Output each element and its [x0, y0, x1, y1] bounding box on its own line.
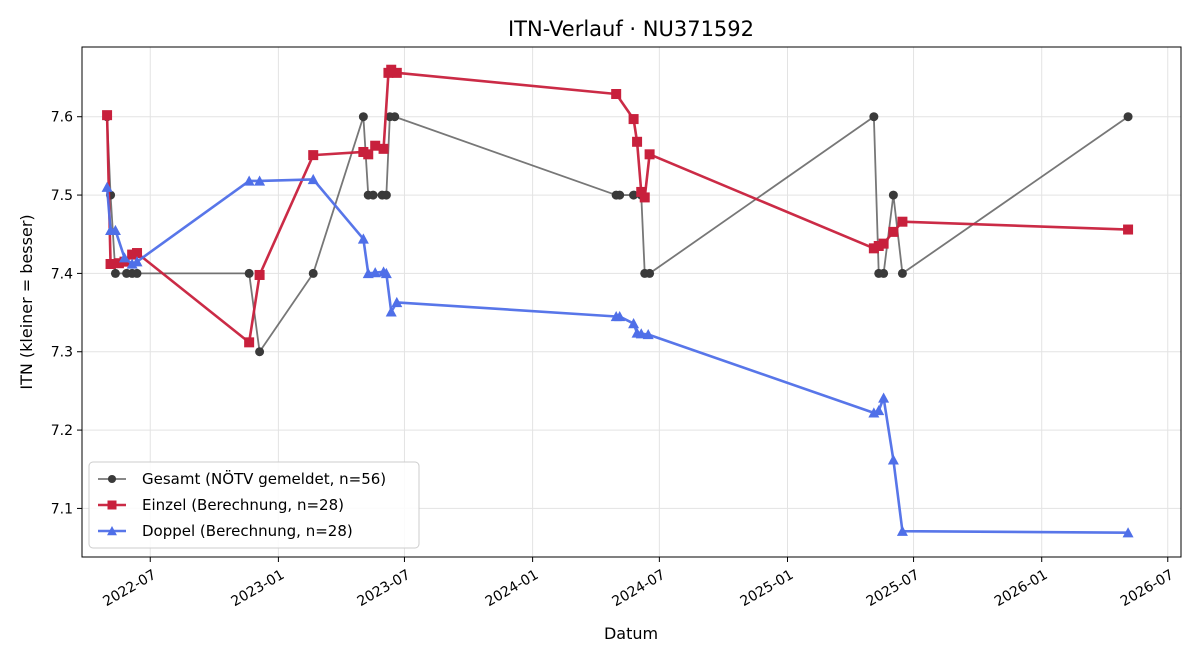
- data-point: [378, 143, 389, 154]
- data-point: [644, 149, 655, 160]
- series-circle: [102, 112, 1133, 357]
- data-point: [244, 268, 254, 278]
- x-tick-label: 2025-01: [738, 567, 797, 610]
- legend-item: Einzel (Berechnung, n=28): [98, 496, 344, 514]
- data-point: [391, 67, 402, 78]
- data-point: [615, 190, 625, 200]
- y-tick-label: 7.4: [51, 266, 73, 282]
- data-point: [636, 186, 647, 197]
- data-point: [369, 267, 381, 278]
- data-point: [879, 268, 889, 278]
- data-point: [243, 175, 255, 186]
- data-point: [132, 268, 142, 278]
- data-point: [368, 190, 378, 200]
- x-tick-label: 2025-07: [864, 567, 923, 610]
- data-point: [385, 306, 397, 317]
- data-point: [632, 136, 643, 147]
- data-point: [131, 256, 143, 267]
- data-point: [897, 268, 907, 278]
- data-point: [887, 454, 899, 465]
- data-point: [1123, 112, 1133, 122]
- data-point: [878, 392, 890, 403]
- data-point: [628, 318, 640, 329]
- x-axis: 2022-07 2023-01 2023-07 2024-01 2024-07 2025-…: [100, 557, 1177, 610]
- legend-label: Doppel (Berechnung, n=28): [142, 522, 353, 540]
- legend-label: Gesamt (NÖTV gemeldet, n=56): [142, 469, 386, 488]
- data-point: [896, 525, 908, 536]
- plot-frame: [81, 46, 1182, 558]
- data-point: [639, 192, 650, 203]
- data-point: [888, 190, 898, 200]
- data-point: [307, 173, 319, 185]
- series-line: [105, 68, 1129, 344]
- legend-marker: [107, 526, 117, 536]
- data-point: [118, 252, 130, 263]
- y-tick-label: 7.2: [51, 423, 73, 439]
- series-square: [102, 64, 1134, 348]
- data-point: [363, 149, 374, 160]
- data-point: [254, 269, 265, 280]
- data-point: [358, 112, 368, 122]
- legend-marker: [107, 474, 117, 484]
- data-point: [390, 112, 400, 122]
- data-point: [357, 233, 369, 244]
- data-point: [642, 329, 654, 340]
- data-point: [254, 175, 266, 186]
- data-point: [113, 258, 124, 269]
- data-point: [873, 405, 885, 416]
- chart-title: ITN-Verlauf · NU371592: [508, 17, 754, 41]
- data-point: [1123, 224, 1134, 235]
- y-tick-label: 7.3: [51, 345, 73, 361]
- data-point: [878, 238, 889, 249]
- x-tick-label: 2024-07: [609, 567, 668, 610]
- x-tick-label: 2023-01: [229, 567, 288, 610]
- data-point: [132, 248, 143, 259]
- x-tick-label: 2022-07: [100, 567, 159, 610]
- x-tick-label: 2023-07: [355, 567, 414, 610]
- y-axis-label: ITN (kleiner = besser): [17, 214, 36, 389]
- legend: Gesamt (NÖTV gemeldet, n=56) Einzel (Bere…: [88, 461, 420, 549]
- data-point: [102, 110, 113, 121]
- data-point: [888, 226, 899, 237]
- legend-marker: [107, 500, 117, 510]
- data-point: [628, 114, 639, 125]
- data-point: [386, 64, 397, 75]
- x-axis-label: Datum: [604, 624, 658, 643]
- legend-label: Einzel (Berechnung, n=28): [142, 496, 344, 514]
- data-point: [381, 190, 391, 200]
- x-tick-label: 2026-07: [1118, 567, 1177, 610]
- data-point: [308, 150, 319, 161]
- data-point: [110, 268, 120, 278]
- series-triangle: [101, 173, 1134, 538]
- data-point: [101, 181, 113, 192]
- data-point: [109, 224, 121, 235]
- data-point: [645, 268, 655, 278]
- data-point: [869, 112, 879, 122]
- data-point: [244, 337, 255, 348]
- data-point: [897, 216, 908, 227]
- legend-item: Gesamt (NÖTV gemeldet, n=56): [98, 469, 386, 488]
- y-tick-label: 7.1: [51, 501, 73, 517]
- data-point: [614, 310, 626, 322]
- x-tick-label: 2024-01: [483, 567, 542, 610]
- data-point: [380, 267, 392, 279]
- x-tick-label: 2026-01: [992, 567, 1051, 610]
- data-point: [629, 190, 639, 200]
- legend-item: Doppel (Berechnung, n=28): [98, 522, 353, 540]
- y-tick-label: 7.5: [51, 188, 73, 204]
- y-axis: 7.1 7.2 7.3 7.4 7.5 7.6: [51, 110, 82, 517]
- legend-box: [88, 461, 420, 549]
- series-layer: [101, 64, 1134, 538]
- data-point: [1122, 527, 1134, 538]
- data-point: [308, 268, 318, 278]
- data-point: [370, 140, 381, 151]
- y-tick-label: 7.6: [51, 110, 73, 126]
- data-point: [255, 347, 265, 357]
- data-point: [105, 259, 116, 270]
- data-point: [611, 89, 622, 100]
- data-point: [391, 296, 403, 308]
- data-point: [635, 328, 647, 339]
